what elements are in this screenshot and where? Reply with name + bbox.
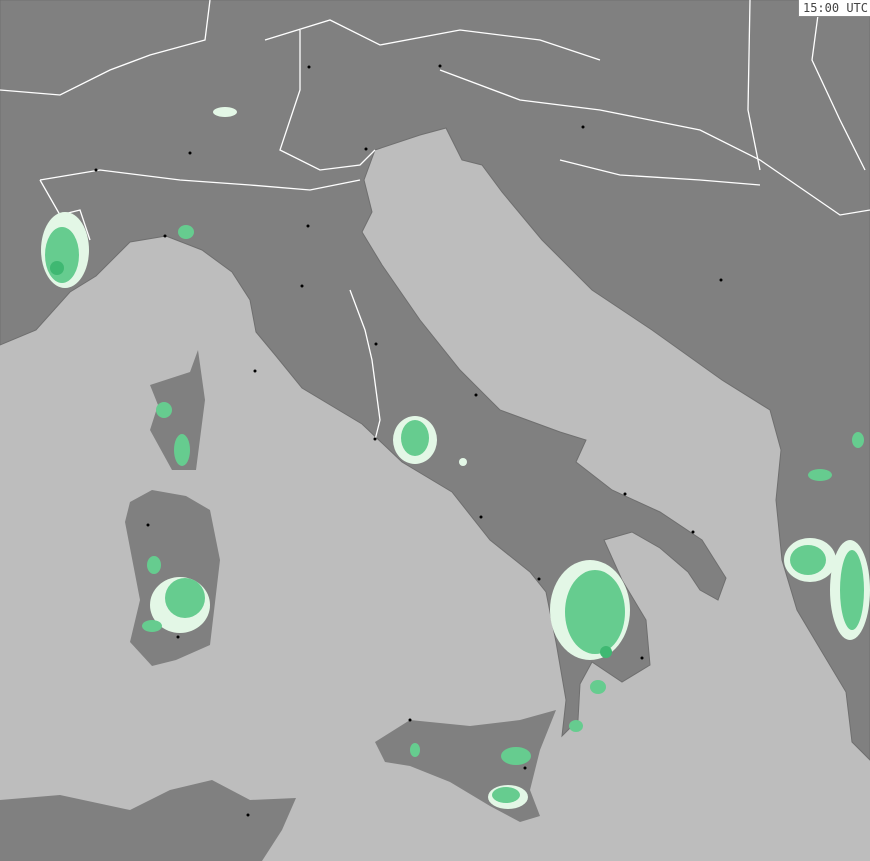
city-markers <box>94 64 723 817</box>
precipitation <box>41 107 870 809</box>
borders <box>0 0 870 441</box>
north-africa <box>0 780 296 861</box>
corsica <box>150 350 205 470</box>
mainland <box>0 0 870 761</box>
timestamp-label: 15:00 UTC <box>797 0 870 17</box>
